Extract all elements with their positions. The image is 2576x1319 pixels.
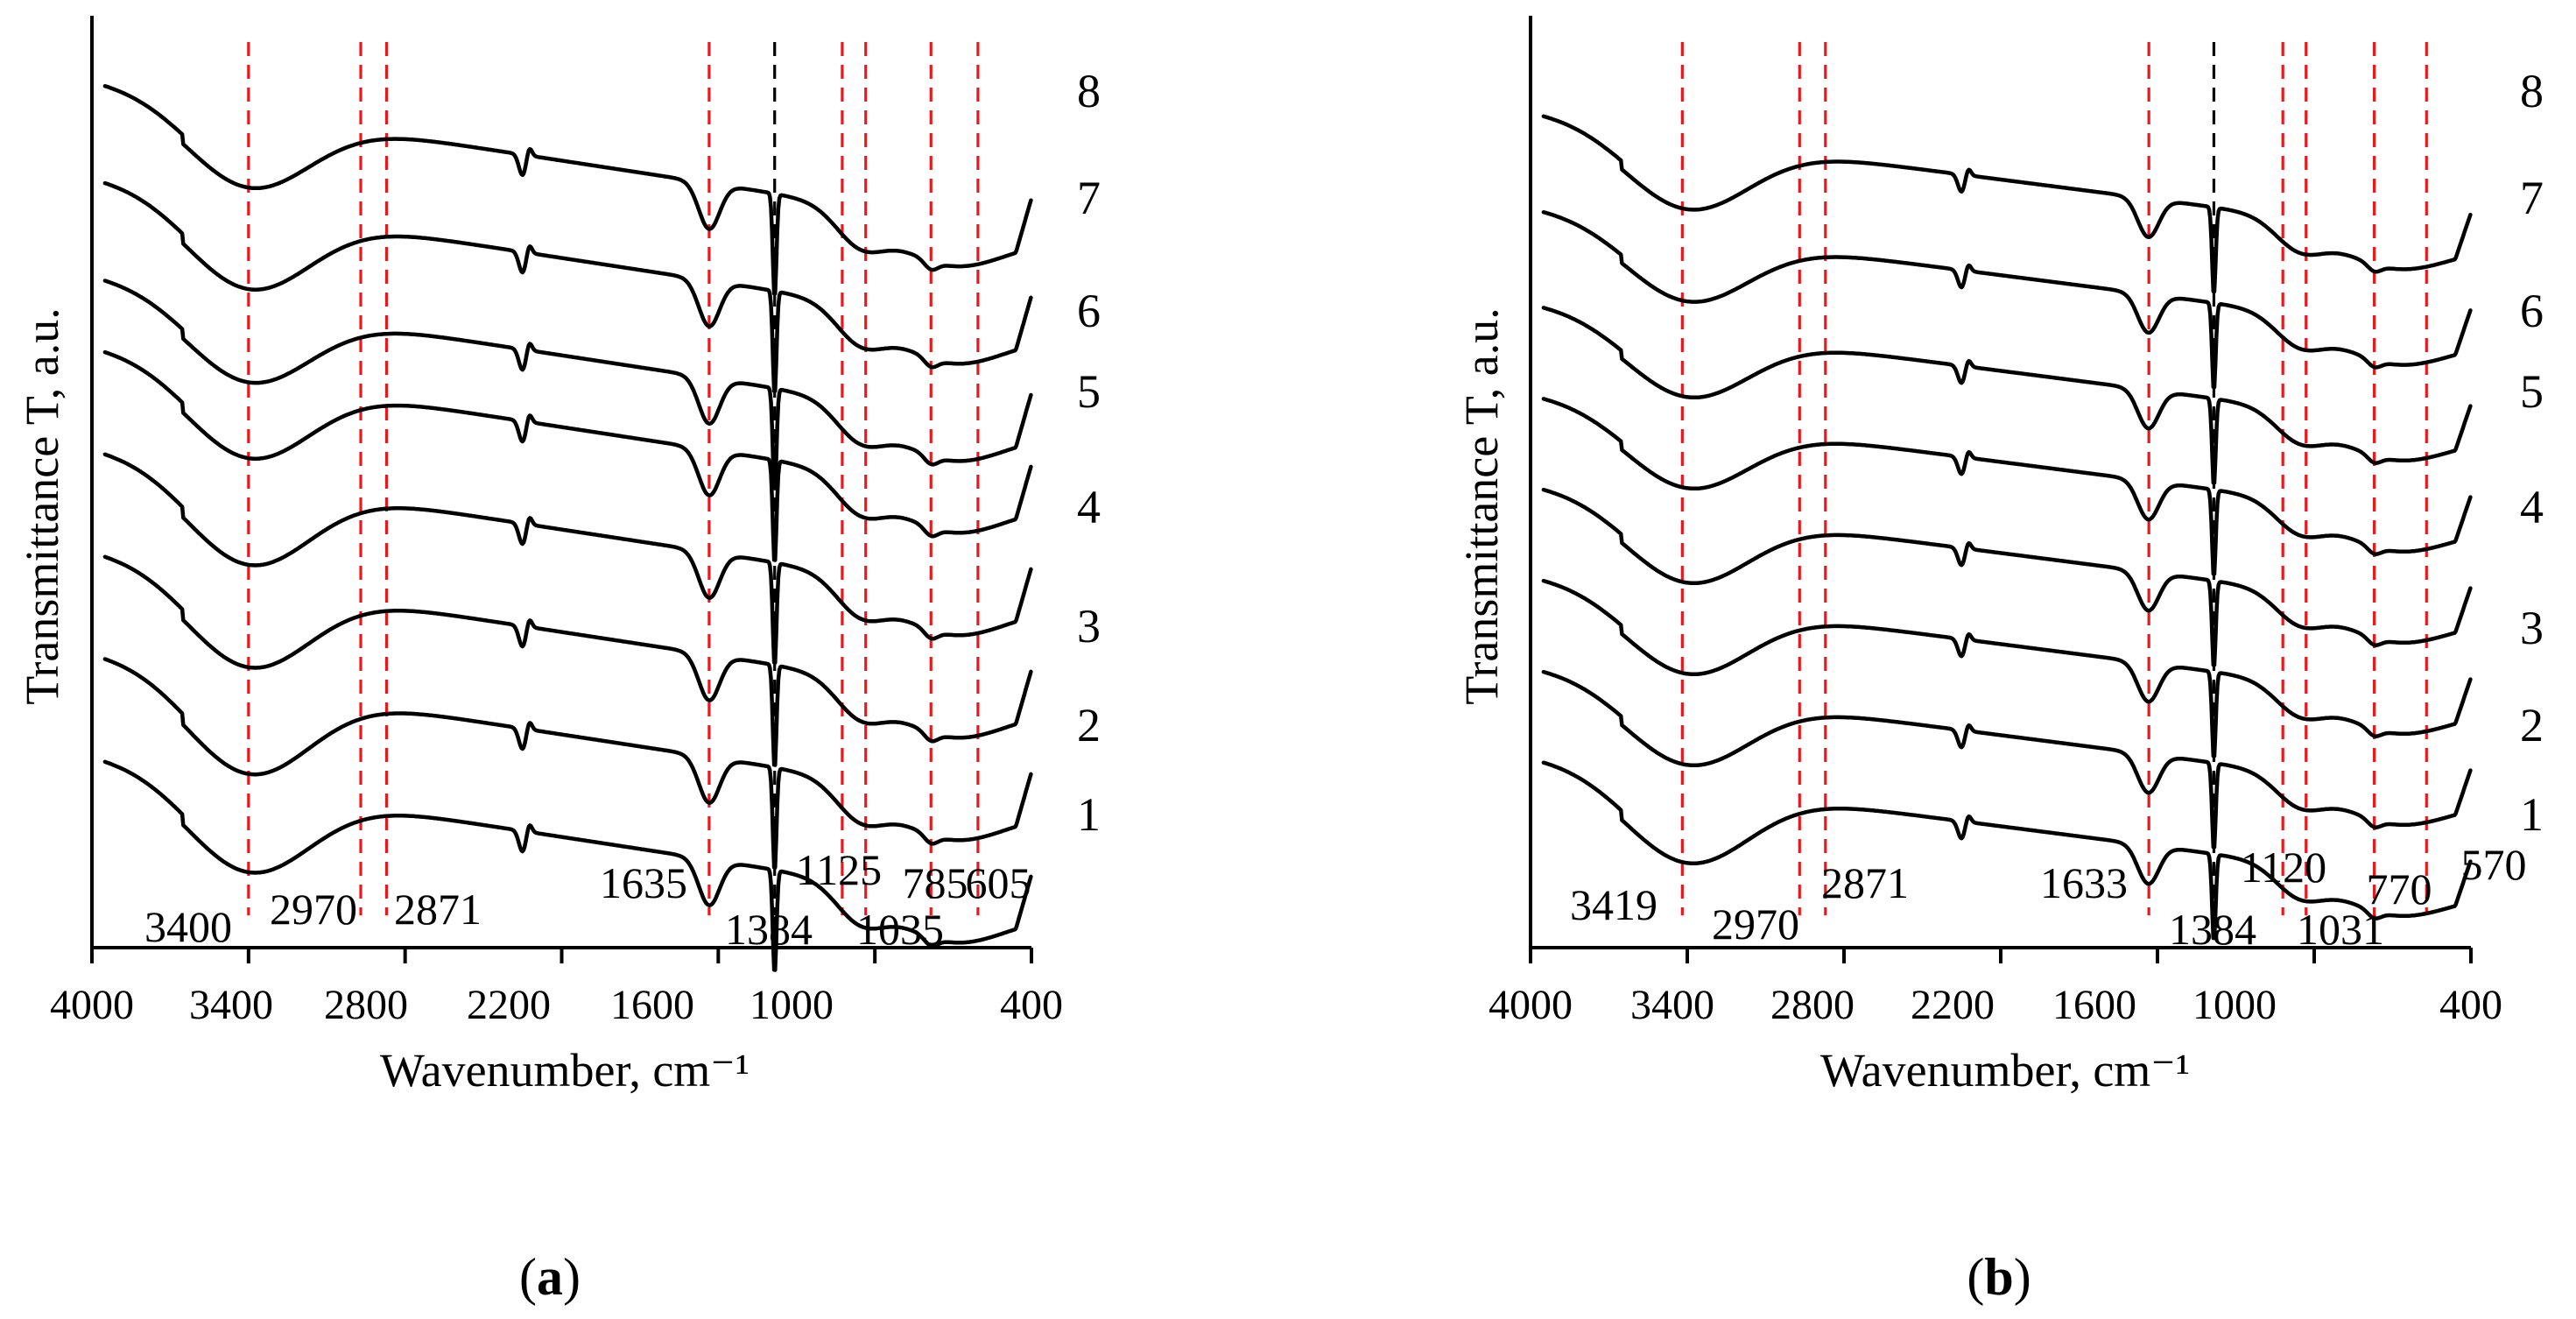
panel-a-series-label: 4	[1077, 481, 1101, 533]
panel-a-x-axis-label: Wavenumber, cm⁻¹	[380, 1044, 750, 1097]
panel-a-y-axis-label: Transmittance T, a.u.	[16, 307, 68, 704]
panel-b-tick-labels: 4000 3400 2800 2200 1600 1000 400	[1489, 982, 2502, 1028]
panel-a-series-label: 5	[1077, 365, 1101, 418]
spectrum-7	[1541, 209, 2473, 390]
panel-b-tick-label: 2200	[1911, 982, 1995, 1028]
panel-a-tick-label: 400	[1000, 982, 1063, 1028]
panel-b-series-label: 7	[2520, 172, 2544, 224]
panel-b-series-label: 5	[2520, 365, 2544, 418]
panel-a-tick-label: 1000	[750, 982, 834, 1028]
panel-a: 4000 3400 2800 2200 1600 1000 400 Wavenu…	[16, 16, 1101, 1306]
panel-a-peak-label: 1125	[796, 845, 882, 894]
spectrum-4	[1541, 487, 2473, 667]
spectrum-6	[102, 279, 1033, 490]
panel-b-y-axis-label: Transmittance T, a.u.	[1455, 307, 1508, 704]
panel-b-peak-label: 1384	[2169, 905, 2256, 954]
panel-b-peak-label: 3419	[1570, 880, 1658, 929]
panel-a-series-label: 8	[1077, 65, 1101, 117]
spectrum-5	[1541, 397, 2473, 576]
panel-b-caption: (b)	[1967, 1248, 2031, 1306]
panel-b-series-labels: 1 2 3 4 5 6 7 8	[2520, 65, 2544, 841]
panel-b-x-axis-label: Wavenumber, cm⁻¹	[1820, 1044, 2190, 1097]
panel-a-series-label: 1	[1077, 788, 1101, 841]
panel-a-peak-label: 605	[966, 858, 1031, 907]
panel-b-peak-label: 1633	[2040, 858, 2128, 907]
panel-b-series-label: 6	[2520, 285, 2544, 337]
panel-a-peak-label: 2871	[394, 885, 482, 934]
panel-b-series-label: 8	[2520, 65, 2544, 117]
panel-a-series-label: 7	[1077, 172, 1101, 224]
spectrum-2	[1541, 669, 2473, 850]
panel-a-peak-label: 1384	[725, 905, 813, 954]
spectrum-3	[102, 554, 1033, 767]
panel-a-tick-label: 3400	[189, 982, 273, 1028]
panel-b-series-label: 2	[2520, 699, 2544, 751]
panel-b-peak-labels: 3419 2970 2871 1633 1384 1120 1031 770 5…	[1570, 840, 2527, 954]
panel-a-tick-label: 2800	[324, 982, 408, 1028]
panel-b-peak-label: 2970	[1712, 899, 1799, 949]
panel-a-tick-label: 1600	[610, 982, 694, 1028]
spectrum-1	[102, 759, 1033, 972]
spectrum-6	[1541, 306, 2473, 485]
panel-a-series-label: 6	[1077, 285, 1101, 337]
panel-b-ticks	[1529, 948, 2473, 963]
panel-b-reference-lines	[1680, 42, 2428, 915]
spectrum-2	[102, 657, 1033, 870]
panel-b-tick-label: 1600	[2052, 982, 2136, 1028]
panel-b-spectra	[1541, 114, 2473, 941]
spectrum-4	[102, 452, 1033, 665]
panel-b-series-label: 4	[2520, 481, 2544, 533]
panel-b-tick-label: 2800	[1770, 982, 1855, 1028]
panel-b-peak-label: 2871	[1821, 858, 1909, 907]
panel-a-tick-labels: 4000 3400 2800 2200 1600 1000 400	[50, 982, 1063, 1028]
panel-a-reference-lines	[247, 42, 980, 915]
panel-b-series-label: 1	[2520, 788, 2544, 841]
panel-a-tick-label: 2200	[467, 982, 551, 1028]
panel-b-tick-label: 4000	[1489, 982, 1573, 1028]
spectrum-3	[1541, 578, 2473, 758]
panel-a-series-label: 3	[1077, 600, 1101, 652]
spectrum-5	[102, 349, 1033, 562]
panel-b-peak-label: 570	[2461, 840, 2527, 889]
panel-a-series-label: 2	[1077, 699, 1101, 751]
panel-a-tick-label: 4000	[50, 982, 134, 1028]
spectrum-1	[1541, 760, 2473, 941]
panel-b-tick-label: 3400	[1630, 982, 1714, 1028]
panel-b-tick-label: 1000	[2192, 982, 2277, 1028]
panel-a-peak-label: 785	[903, 858, 968, 907]
panel-b-tick-label: 400	[2439, 982, 2502, 1028]
panel-b: 4000 3400 2800 2200 1600 1000 400 Wavenu…	[1455, 16, 2544, 1306]
panel-b-peak-label: 1031	[2297, 905, 2384, 954]
panel-a-caption: (a)	[519, 1248, 581, 1306]
panel-a-ticks	[90, 948, 1033, 963]
panel-b-peak-label: 770	[2367, 864, 2432, 913]
panel-b-series-label: 3	[2520, 602, 2544, 654]
panel-b-peak-label: 1120	[2241, 843, 2326, 892]
panel-a-peak-labels: 3400 2970 2871 1635 1384 1125 1035 785 6…	[144, 845, 1031, 954]
panel-a-peak-label: 3400	[144, 902, 232, 951]
spectrum-8	[102, 83, 1033, 296]
panel-a-peak-label: 2970	[270, 885, 357, 934]
spectrum-7	[102, 180, 1033, 393]
spectrum-8	[1541, 114, 2473, 294]
panel-a-peak-label: 1635	[600, 858, 687, 907]
panel-a-spectra	[102, 83, 1033, 972]
panel-a-peak-label: 1035	[856, 905, 944, 954]
panel-a-series-labels: 1 2 3 4 5 6 7 8	[1077, 65, 1101, 841]
